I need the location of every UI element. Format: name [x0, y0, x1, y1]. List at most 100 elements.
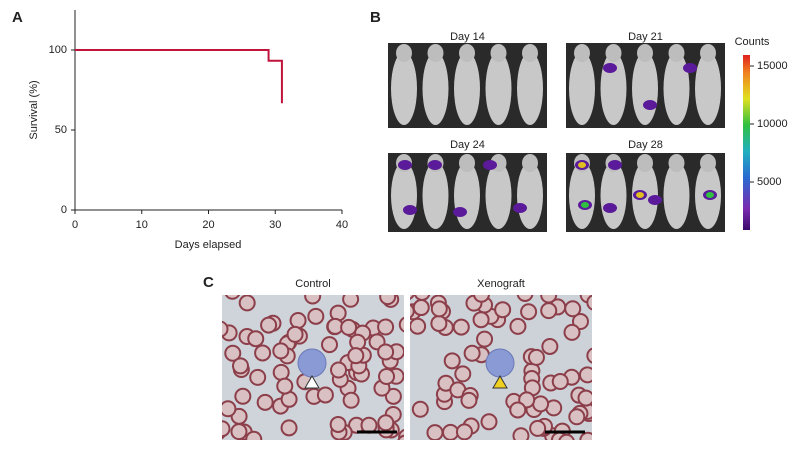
red-cell [452, 318, 470, 336]
colorbar [743, 55, 750, 230]
mouse [422, 52, 449, 125]
red-cell [222, 320, 229, 338]
mouse [569, 52, 595, 125]
red-cell [342, 391, 360, 409]
y-axis-label: Survival (%) [28, 80, 40, 139]
red-cell [256, 393, 274, 411]
red-cell [245, 430, 263, 440]
image-title: Xenograft [477, 278, 525, 290]
mouse [517, 52, 543, 125]
signal [453, 207, 467, 217]
colorbar-label: Counts [735, 36, 770, 48]
red-cell [397, 434, 404, 440]
red-cell [377, 343, 395, 361]
red-cell [509, 317, 527, 335]
red-cell [410, 317, 427, 335]
signal [648, 195, 662, 205]
mouse [600, 52, 627, 125]
signal [403, 205, 417, 215]
signal [513, 203, 527, 213]
red-cell [463, 344, 481, 362]
red-cell [480, 413, 498, 431]
signal [643, 100, 657, 110]
red-cell [254, 344, 272, 362]
mouse [485, 162, 512, 229]
red-cell [494, 301, 512, 319]
red-cell [280, 419, 298, 437]
red-cell [260, 316, 278, 334]
red-cell [527, 348, 545, 366]
red-cell [551, 373, 569, 391]
mouse [391, 162, 417, 229]
red-cell [410, 295, 415, 300]
red-cell [455, 423, 473, 440]
red-cell [347, 347, 365, 365]
arrowhead [492, 375, 508, 389]
red-cell [558, 433, 575, 440]
image-title: Day 14 [450, 31, 485, 43]
colorbar-tick-label: 5000 [757, 176, 781, 188]
y-tick-label: 100 [49, 44, 67, 56]
mouse-head [637, 44, 653, 62]
micrograph [410, 295, 592, 440]
red-cell [247, 330, 265, 348]
red-cell [586, 295, 592, 311]
red-cell [579, 431, 592, 440]
mouse-head [490, 44, 507, 62]
signal [578, 162, 586, 168]
red-cell [509, 401, 527, 419]
x-tick-label: 0 [72, 219, 78, 231]
red-cell [230, 423, 248, 440]
red-cell [540, 302, 558, 320]
red-cell [222, 420, 231, 438]
red-cell [224, 344, 242, 362]
red-cell [541, 337, 559, 355]
image-title: Control [295, 278, 330, 290]
mouse [517, 162, 543, 229]
mouse [422, 162, 449, 229]
mouse [454, 52, 480, 125]
mouse-head [700, 44, 716, 62]
signal [636, 192, 644, 198]
red-cell [340, 318, 358, 336]
red-cell [410, 303, 415, 319]
red-cell [231, 357, 249, 375]
panel-label: A [12, 9, 23, 26]
mouse [391, 52, 417, 125]
red-cell [520, 303, 538, 321]
red-cell [304, 295, 322, 305]
mouse-head [459, 44, 475, 62]
panel-label: B [370, 9, 381, 26]
mouse [663, 52, 690, 125]
red-cell [307, 307, 325, 325]
red-cell [512, 427, 530, 440]
mouse [600, 162, 627, 229]
mouse-head [637, 154, 653, 172]
red-cell [224, 295, 241, 300]
signal [706, 192, 714, 198]
red-cell [379, 295, 397, 306]
mouse-head [459, 154, 475, 172]
red-cell [442, 423, 460, 440]
mouse [485, 52, 512, 125]
red-cell [563, 323, 581, 341]
red-cell [473, 295, 490, 303]
y-tick-label: 0 [61, 204, 67, 216]
red-cell [412, 299, 430, 317]
red-cell [377, 414, 395, 432]
x-axis-label: Days elapsed [175, 239, 242, 251]
red-cell [443, 352, 461, 370]
mouse-head [522, 44, 538, 62]
red-cell [472, 311, 490, 329]
signal [603, 203, 617, 213]
signal [683, 63, 697, 73]
mouse-head [668, 154, 685, 172]
red-cell [411, 400, 429, 418]
mouse [695, 52, 721, 125]
red-cell [222, 400, 237, 418]
y-tick-label: 50 [55, 124, 67, 136]
micrograph [222, 295, 404, 440]
mouse-head [668, 44, 685, 62]
red-cell [460, 391, 478, 409]
mouse-head [427, 44, 444, 62]
